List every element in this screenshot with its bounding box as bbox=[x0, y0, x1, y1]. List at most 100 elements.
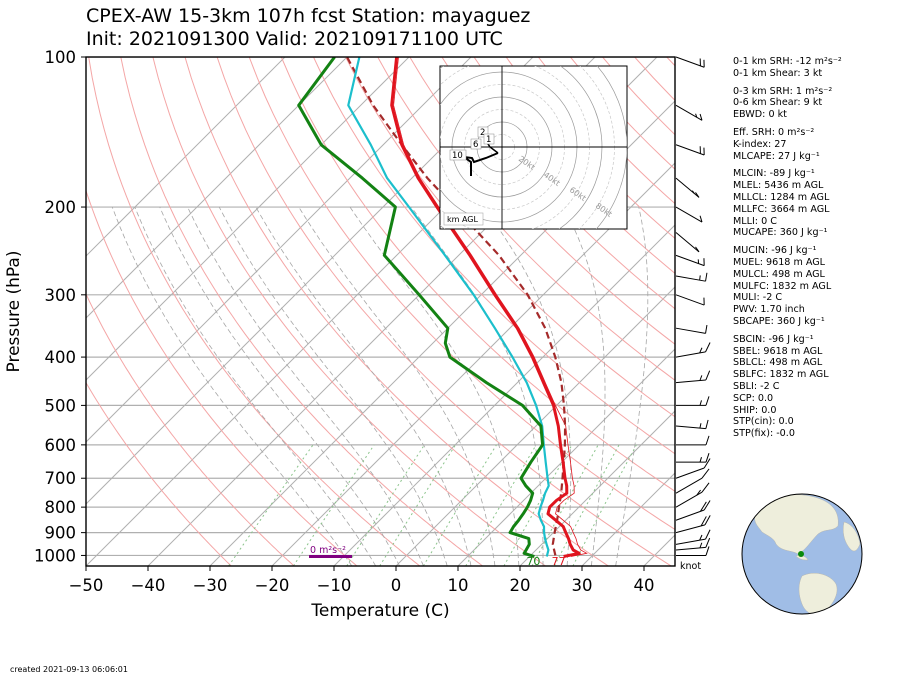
y-axis-label: Pressure (hPa) bbox=[4, 251, 24, 373]
x-tick-label: −30 bbox=[193, 576, 228, 595]
barb-flag bbox=[705, 453, 710, 463]
y-tick-label: 900 bbox=[45, 524, 77, 543]
wind-barb bbox=[676, 546, 710, 556]
dry-adiabat bbox=[473, 57, 675, 275]
barb-flag bbox=[704, 515, 711, 526]
stat-line: SBLFC: 1832 m AGL bbox=[733, 369, 829, 381]
stat-line: STP(cin): 0.0 bbox=[733, 416, 794, 428]
mixing-ratio-line bbox=[465, 444, 537, 566]
stat-line: MUCAPE: 360 J kg⁻¹ bbox=[733, 227, 828, 239]
x-tick-label: 20 bbox=[510, 576, 531, 595]
plot-frame bbox=[85, 56, 676, 567]
virtual-temperature-line bbox=[393, 57, 588, 557]
hodograph-rings bbox=[440, 66, 627, 229]
hodograph-height-box bbox=[477, 126, 489, 138]
mixing-ratio-line bbox=[379, 444, 456, 566]
dry-adiabat bbox=[88, 57, 421, 566]
hodograph-height-label: 6 bbox=[473, 140, 478, 150]
barb-shaft bbox=[675, 327, 706, 334]
wind-barb bbox=[675, 294, 705, 306]
stat-line: MULCL: 498 m AGL bbox=[733, 268, 825, 280]
hodograph-legend-box bbox=[443, 212, 484, 226]
stat-line: Eff. SRH: 0 m²s⁻² bbox=[733, 126, 815, 138]
stat-line: MUEL: 9618 m AGL bbox=[733, 256, 826, 268]
wind-barb bbox=[675, 482, 710, 508]
wind-barb bbox=[675, 144, 705, 156]
barb-half-flag bbox=[699, 400, 702, 406]
barb-shaft bbox=[675, 275, 706, 282]
stat-line: PWV: 1.70 inch bbox=[733, 304, 805, 316]
dry-adiabat bbox=[441, 57, 675, 310]
hodograph-trace bbox=[463, 152, 499, 176]
wind-barb bbox=[675, 342, 711, 358]
barb-half-flag bbox=[699, 534, 703, 541]
wind-barb bbox=[675, 104, 703, 121]
barb-half-flag bbox=[695, 113, 698, 118]
hodograph-height-box bbox=[483, 133, 495, 145]
moist-adiabat bbox=[218, 206, 448, 566]
moist-adiabat bbox=[187, 206, 424, 566]
barb-shaft bbox=[675, 294, 705, 306]
barb-half-flag bbox=[691, 190, 695, 194]
location-globe bbox=[741, 493, 863, 615]
moist-adiabat bbox=[349, 206, 520, 566]
x-tick-label: −20 bbox=[255, 576, 290, 595]
barb-flag bbox=[705, 419, 709, 429]
wind-units-label: knot bbox=[680, 561, 701, 572]
moist-adiabat bbox=[159, 206, 400, 566]
y-tick-label: 800 bbox=[45, 498, 77, 517]
stat-line: MLEL: 5436 m AGL bbox=[733, 180, 824, 192]
globe-outline bbox=[741, 493, 863, 615]
barb-half-flag bbox=[699, 275, 701, 281]
barb-flag bbox=[705, 435, 710, 446]
x-tick-label: 40 bbox=[634, 576, 655, 595]
dry-adiabat bbox=[152, 57, 546, 566]
stat-line: STP(fix): -0.0 bbox=[733, 428, 795, 440]
barb-half-flag bbox=[699, 347, 703, 354]
barb-flag bbox=[705, 537, 711, 548]
isotherm-line bbox=[519, 410, 675, 566]
barb-shaft bbox=[675, 351, 706, 358]
barb-shaft bbox=[675, 467, 705, 479]
wind-barb bbox=[675, 515, 711, 534]
stat-line: MLLFC: 3664 m AGL bbox=[733, 203, 830, 215]
stat-line: SCP: 0.0 bbox=[733, 392, 774, 404]
dry-adiabat bbox=[184, 57, 609, 566]
wind-barb bbox=[675, 56, 705, 68]
stat-line: EBWD: 0 kt bbox=[733, 109, 787, 121]
barb-flag bbox=[699, 215, 703, 223]
barb-flag bbox=[705, 529, 711, 540]
stat-line: MULFC: 1832 m AGL bbox=[733, 280, 832, 292]
barb-shaft bbox=[675, 379, 706, 384]
barb-half-flag bbox=[699, 457, 702, 463]
barb-flag bbox=[701, 468, 710, 479]
isotherm-line bbox=[581, 472, 675, 566]
hodograph-height-box bbox=[449, 149, 467, 161]
barb-flag bbox=[695, 246, 700, 253]
y-tick-label: 300 bbox=[45, 286, 77, 305]
wetbulb-line bbox=[347, 57, 550, 557]
stat-line: SHIP: 0.0 bbox=[733, 404, 777, 416]
wind-barb bbox=[675, 537, 711, 551]
barb-flag bbox=[705, 272, 708, 282]
stat-line: 0-1 km Shear: 3 kt bbox=[733, 67, 823, 79]
created-timestamp: created 2021-09-13 06:06:01 bbox=[10, 665, 128, 674]
x-tick-label: 10 bbox=[448, 576, 469, 595]
wind-barb bbox=[675, 232, 700, 253]
surface-temperature-label: 77 bbox=[552, 555, 566, 568]
chart-title-line1: CPEX-AW 15-3km 107h fcst Station: mayagu… bbox=[86, 5, 531, 27]
moist-adiabat bbox=[615, 206, 649, 566]
isotherm-line bbox=[86, 57, 286, 257]
barb-flag bbox=[705, 342, 711, 353]
dry-adiabat bbox=[120, 57, 483, 566]
stat-line: SBCAPE: 360 J kg⁻¹ bbox=[733, 315, 825, 327]
barb-shaft bbox=[675, 232, 700, 253]
wind-barb bbox=[675, 272, 708, 282]
isotherm-line bbox=[209, 100, 675, 566]
y-tick-label: 700 bbox=[45, 469, 77, 488]
barb-shaft bbox=[675, 206, 703, 223]
axes: −50 −40 −30 −20 −10 0 10 20 30 40 100 200 300 400 500 6… bbox=[4, 48, 701, 621]
barb-shaft bbox=[675, 546, 706, 551]
wind-barbs bbox=[675, 56, 711, 556]
